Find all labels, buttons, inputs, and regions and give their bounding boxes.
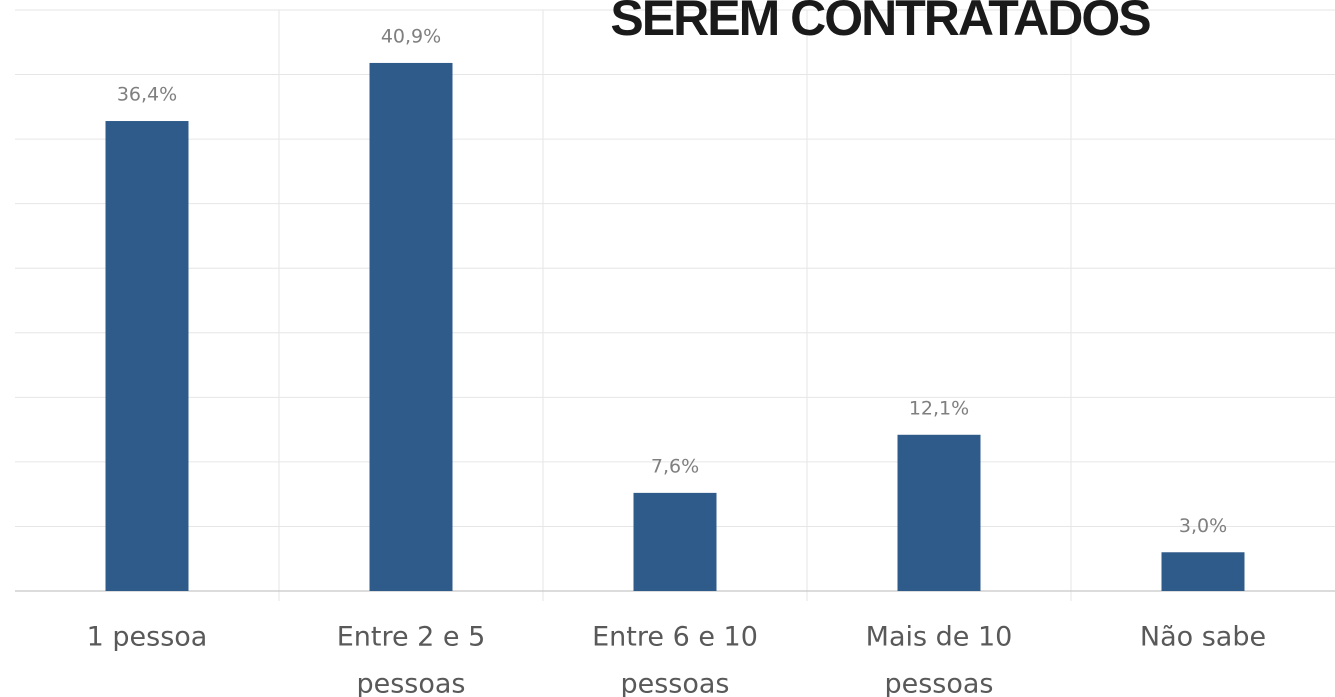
bar <box>1161 552 1245 591</box>
bar <box>897 434 981 591</box>
value-label: 3,0% <box>1179 515 1227 537</box>
x-tick-label: 1 pessoa <box>87 622 208 653</box>
chart-title: SEREM CONTRATADOS <box>610 0 1150 46</box>
plot: 36,4% 1 pessoa 40,9% Entre 2 e 5 pessoas 7,6%… <box>15 9 1335 697</box>
bar <box>369 62 453 592</box>
value-label: 40,9% <box>381 25 441 47</box>
x-tick-label: pessoas <box>356 669 465 697</box>
x-tick-label: Entre 2 e 5 <box>337 622 486 653</box>
x-tick-label: pessoas <box>620 669 729 697</box>
bar <box>633 492 717 591</box>
x-tick-label: Não sabe <box>1140 622 1266 653</box>
x-tick-label: pessoas <box>884 669 993 697</box>
x-tick-label: Mais de 10 <box>866 622 1013 653</box>
value-label: 36,4% <box>117 84 177 106</box>
x-tick-label: Entre 6 e 10 <box>592 622 758 653</box>
value-label: 12,1% <box>909 397 969 419</box>
value-label: 7,6% <box>651 455 699 477</box>
bar <box>105 121 189 591</box>
